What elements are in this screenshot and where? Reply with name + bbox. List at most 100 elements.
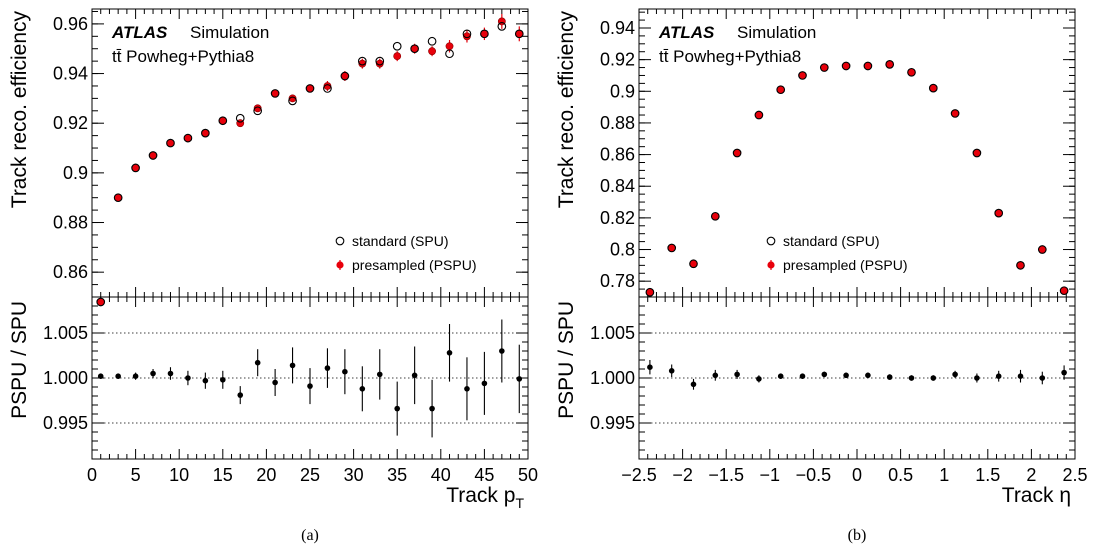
ratio-point <box>1061 369 1067 376</box>
x-tick-label: 0 <box>87 465 97 485</box>
ratio-point <box>734 371 740 378</box>
x-axis-title: Track η <box>1002 484 1071 507</box>
x-tick-label: 5 <box>131 465 141 485</box>
ratio-point <box>97 373 104 380</box>
spu-point <box>689 259 698 269</box>
spu-point <box>392 41 402 51</box>
x-axis-title-sub: T <box>515 495 524 511</box>
spu-point <box>323 84 332 93</box>
spu-point <box>1037 245 1047 254</box>
ratio-point <box>376 371 383 378</box>
x-tick-label: 1 <box>939 465 949 485</box>
atlas-suffix: Simulation <box>737 23 816 42</box>
pspu-point <box>445 42 454 51</box>
x-tick-label: 20 <box>256 465 276 485</box>
ratio-point <box>1039 375 1046 381</box>
spu-point <box>798 71 807 80</box>
ratio-point <box>756 376 762 382</box>
pspu-point <box>375 59 384 68</box>
spu-point <box>305 84 315 93</box>
legend-entry-pspu: presampled (PSPU) <box>783 257 908 273</box>
ratio-point <box>220 377 226 383</box>
ratio-point <box>647 364 653 371</box>
x-tick-label: −2.5 <box>621 465 657 485</box>
y-tick-label: 0.9 <box>63 163 88 183</box>
spu-point <box>235 113 245 123</box>
spu-point <box>166 138 175 148</box>
x-tick-label: −1.5 <box>708 465 744 485</box>
ratio-point <box>464 386 470 392</box>
y-axis-title: Track reco. efficiency <box>8 11 31 209</box>
ratio-point <box>499 348 505 354</box>
ratio-point <box>150 370 156 377</box>
ratio-point <box>237 392 244 398</box>
y-tick-label: 0.8 <box>610 240 635 260</box>
y-tick-label: 0.94 <box>600 18 635 38</box>
spu-point <box>96 297 106 307</box>
ratio-y-tick-label: 1.000 <box>590 368 635 388</box>
spu-point <box>445 49 454 59</box>
x-tick-label: −1 <box>760 465 781 485</box>
spu-point <box>480 29 489 39</box>
ratio-y-tick-label: 0.995 <box>590 413 635 433</box>
ratio-y-axis-title: PSPU / SPU <box>555 301 578 419</box>
y-tick-label: 0.94 <box>53 64 88 84</box>
y-tick-label: 0.88 <box>53 213 88 233</box>
atlas-label: ATLAS <box>111 23 168 42</box>
spu-point <box>1059 286 1069 296</box>
spu-point <box>732 148 742 158</box>
ratio-point <box>254 359 261 366</box>
spu-point <box>357 56 367 66</box>
ratio-point <box>132 373 139 380</box>
ratio-point <box>930 375 937 381</box>
ratio-y-tick-label: 0.995 <box>43 413 88 433</box>
x-tick-label: 45 <box>474 465 494 485</box>
ratio-point <box>995 373 1002 380</box>
ratio-point <box>712 372 719 379</box>
y-tick-label: 0.86 <box>53 262 88 282</box>
y-tick-label: 0.82 <box>600 208 635 228</box>
spu-point <box>288 96 297 106</box>
legend-marker-pspu <box>767 261 775 269</box>
y-tick-label: 0.84 <box>600 176 635 196</box>
y-tick-label: 0.92 <box>600 50 635 70</box>
legend-marker-spu <box>335 236 345 246</box>
legend-entry-pspu: presampled (PSPU) <box>352 257 477 273</box>
spu-point <box>1016 261 1025 270</box>
y-tick-label: 0.88 <box>600 113 635 133</box>
spu-point <box>667 243 677 253</box>
ratio-point <box>843 372 849 379</box>
x-tick-label: 50 <box>518 465 538 485</box>
ratio-point <box>799 373 806 380</box>
spu-point <box>497 22 507 31</box>
x-tick-label: 0.5 <box>888 465 913 485</box>
legend-marker-spu <box>766 236 776 246</box>
x-axis-title-main: Track p <box>446 484 515 507</box>
x-tick-label: 15 <box>213 465 233 485</box>
ratio-point <box>429 405 435 412</box>
spu-point <box>410 44 419 54</box>
y-axis-title: Track reco. efficiency <box>555 11 578 209</box>
ratio-point <box>185 375 191 381</box>
ratio-point <box>690 381 697 388</box>
ratio-point <box>952 371 958 378</box>
ratio-point <box>324 365 331 371</box>
y-tick-label: 0.86 <box>600 145 635 165</box>
pspu-point <box>428 47 436 56</box>
ratio-point <box>342 368 348 375</box>
spu-point <box>253 106 263 116</box>
ratio-y-tick-label: 1.005 <box>43 323 88 343</box>
x-tick-label: 2.5 <box>1062 465 1087 485</box>
ratio-point <box>908 375 915 381</box>
ratio-point <box>411 372 418 379</box>
spu-point <box>994 208 1004 218</box>
spu-point <box>841 61 851 71</box>
spu-point <box>819 63 829 72</box>
x-tick-label: 30 <box>344 465 364 485</box>
spu-point <box>950 109 960 118</box>
spu-point <box>427 36 437 46</box>
x-tick-label: 40 <box>431 465 451 485</box>
atlas-suffix: Simulation <box>190 23 269 42</box>
panel-b: −2.5 −2 −1.5 −1 −0.5 0 0.5 1 1.5 2 2.5 0.78 0.8 0.82 0… <box>555 8 1088 544</box>
ratio-point <box>272 379 278 386</box>
